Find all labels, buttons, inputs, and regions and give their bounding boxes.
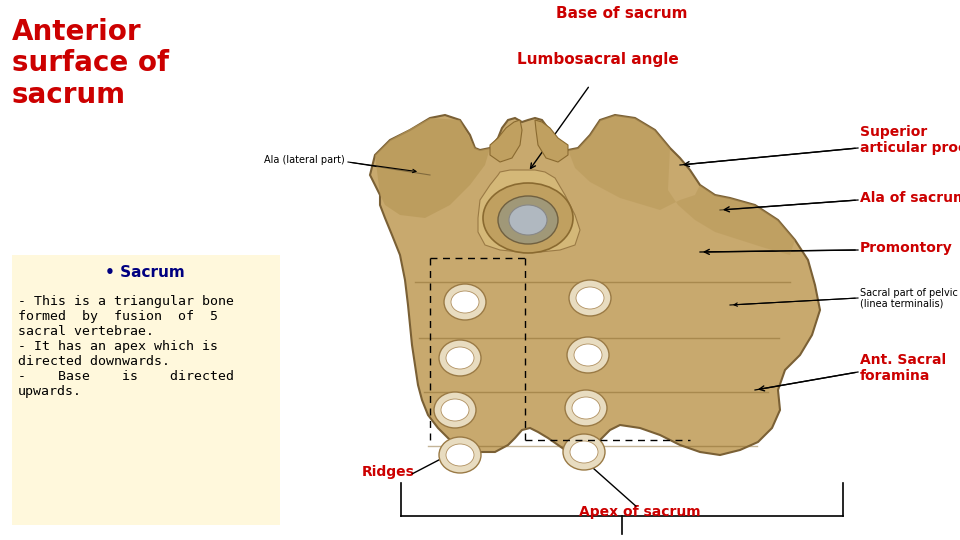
Ellipse shape xyxy=(569,280,611,316)
Text: Ala of sacrum: Ala of sacrum xyxy=(860,191,960,205)
Ellipse shape xyxy=(498,196,558,244)
Polygon shape xyxy=(370,115,820,455)
Ellipse shape xyxy=(439,437,481,473)
Ellipse shape xyxy=(483,183,573,253)
Ellipse shape xyxy=(570,441,598,463)
FancyBboxPatch shape xyxy=(12,255,280,525)
Text: Superior
articular process: Superior articular process xyxy=(860,125,960,154)
Ellipse shape xyxy=(434,392,476,428)
Text: Promontory: Promontory xyxy=(860,241,952,255)
Polygon shape xyxy=(568,115,795,255)
Ellipse shape xyxy=(441,399,469,421)
Ellipse shape xyxy=(439,340,481,376)
Text: Ridges: Ridges xyxy=(362,465,415,479)
Ellipse shape xyxy=(509,205,547,235)
Ellipse shape xyxy=(451,291,479,313)
Polygon shape xyxy=(490,120,522,162)
Ellipse shape xyxy=(446,347,474,369)
Text: Lumbosacral angle: Lumbosacral angle xyxy=(517,52,679,67)
Text: Sacral part of pelvic brim
(linea terminalis): Sacral part of pelvic brim (linea termin… xyxy=(860,288,960,309)
Polygon shape xyxy=(375,118,490,218)
Text: Base of sacrum: Base of sacrum xyxy=(557,6,687,21)
Ellipse shape xyxy=(576,287,604,309)
Text: Apex of sacrum: Apex of sacrum xyxy=(579,505,701,519)
Text: Ant. Sacral
foramina: Ant. Sacral foramina xyxy=(860,354,947,382)
Ellipse shape xyxy=(446,444,474,466)
Polygon shape xyxy=(478,170,580,252)
Ellipse shape xyxy=(563,434,605,470)
Text: - This is a triangular bone
formed  by  fusion  of  5
sacral vertebrae.
- It has: - This is a triangular bone formed by fu… xyxy=(18,295,234,398)
Ellipse shape xyxy=(565,390,607,426)
Text: Anterior
surface of
sacrum: Anterior surface of sacrum xyxy=(12,18,169,109)
Ellipse shape xyxy=(574,344,602,366)
Text: Ala (lateral part): Ala (lateral part) xyxy=(264,155,345,165)
Ellipse shape xyxy=(444,284,486,320)
Ellipse shape xyxy=(572,397,600,419)
Polygon shape xyxy=(535,120,568,162)
Text: • Sacrum: • Sacrum xyxy=(106,265,185,280)
Ellipse shape xyxy=(567,337,609,373)
